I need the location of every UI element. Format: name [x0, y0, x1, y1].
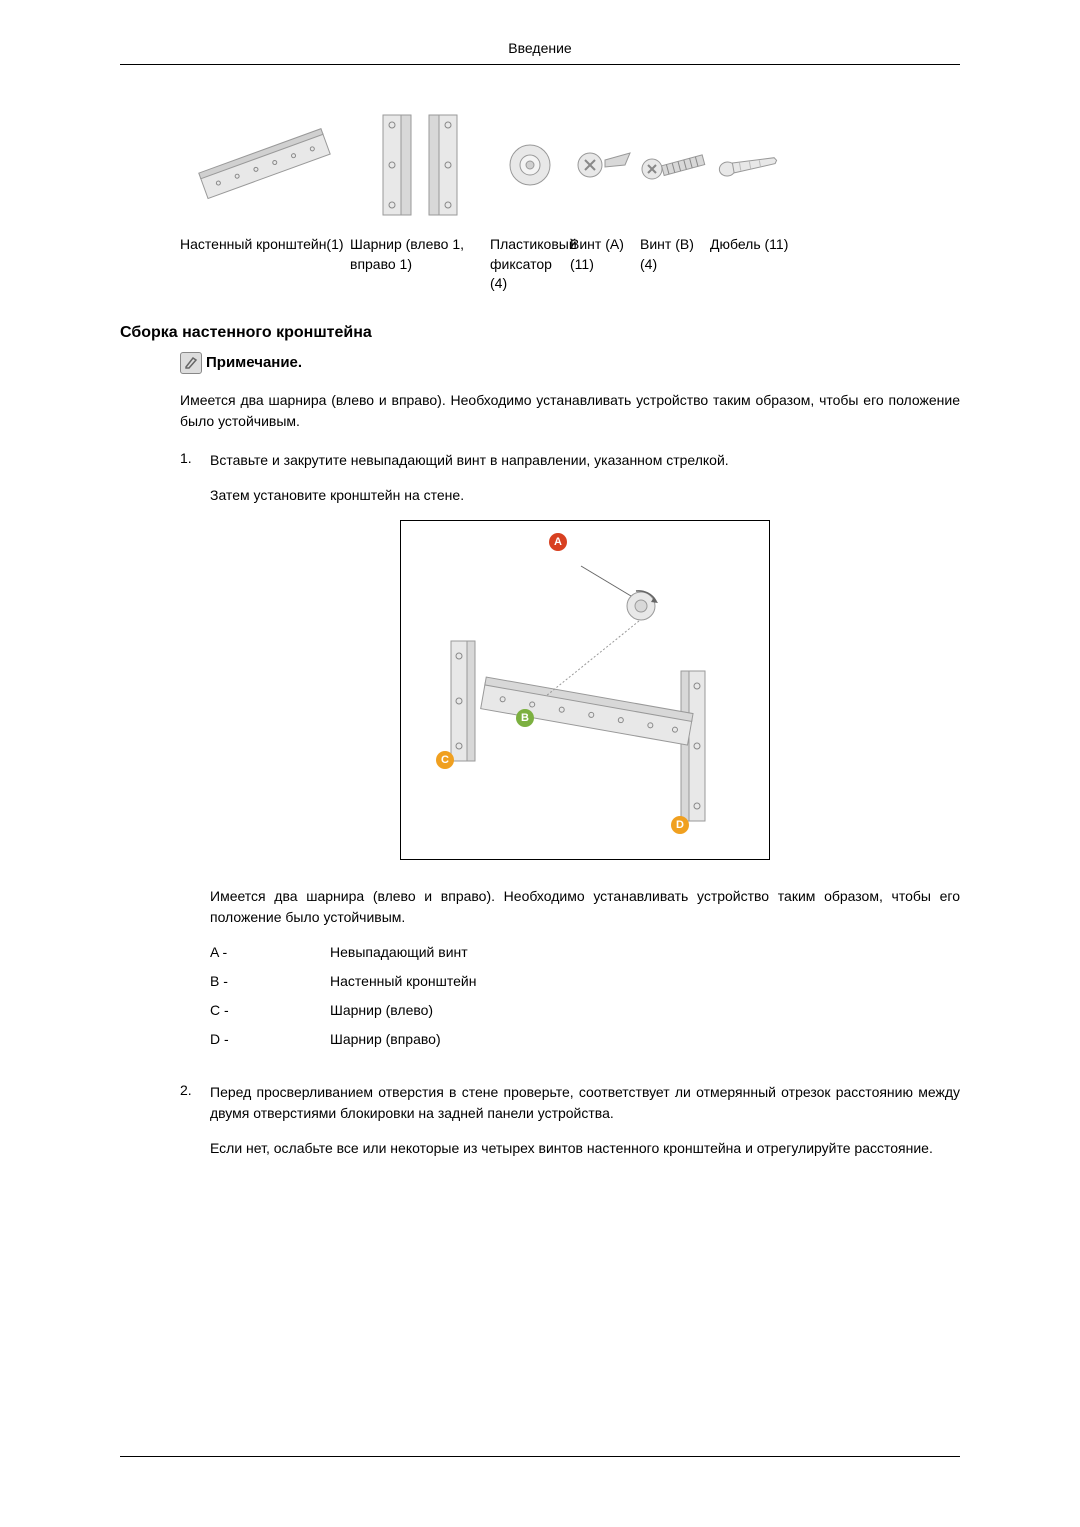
part-label: Шарнир (влево 1, вправо 1): [350, 235, 490, 274]
part-screw-b: Винт (B) (4): [640, 105, 710, 274]
step-2: 2. Перед просверливанием отверстия в сте…: [180, 1082, 960, 1173]
part-screw-a: Винт (A) (11): [570, 105, 640, 274]
part-wall-bracket: Настенный кронштейн(1): [180, 105, 350, 255]
legend-val-c: Шарнир (влево): [330, 1000, 960, 1021]
marker-d: D: [671, 816, 689, 834]
part-label: Пластиковый фиксатор (4): [490, 235, 570, 294]
anchor-icon: [710, 105, 790, 225]
legend-key-d: D -: [210, 1029, 330, 1050]
step-1: 1. Вставьте и закрутите невыпадающий вин…: [180, 450, 960, 1070]
step1-after: Имеется два шарнира (влево и вправо). Не…: [210, 886, 960, 928]
marker-a: A: [549, 533, 567, 551]
section-title: Сборка настенного кронштейна: [120, 324, 960, 342]
part-label: Дюбель (11): [710, 235, 790, 255]
step-content: Перед просверливанием отверстия в стене …: [210, 1082, 960, 1173]
assembly-diagram: A B C D: [210, 520, 960, 866]
part-label: Настенный кронштейн(1): [180, 235, 350, 255]
step-content: Вставьте и закрутите невыпадающий винт в…: [210, 450, 960, 1070]
hinge-icon: [350, 105, 490, 225]
legend-key-b: B -: [210, 971, 330, 992]
screw-a-icon: [570, 105, 640, 225]
diagram-box: A B C D: [400, 520, 770, 860]
step-number: 2.: [180, 1082, 210, 1173]
part-hinges: Шарнир (влево 1, вправо 1): [350, 105, 490, 274]
note-icon: [180, 352, 202, 374]
page-container: Введение Настенный к: [0, 0, 1080, 1225]
legend-key-a: A -: [210, 942, 330, 963]
part-anchor: Дюбель (11): [710, 105, 790, 255]
part-label: Винт (A) (11): [570, 235, 640, 274]
step-number: 1.: [180, 450, 210, 1070]
marker-b: B: [516, 709, 534, 727]
legend-row: D - Шарнир (вправо): [210, 1029, 960, 1050]
note-row: Примечание.: [180, 352, 960, 374]
bracket-icon: [180, 105, 350, 225]
page-header: Введение: [120, 40, 960, 65]
part-label: Винт (B) (4): [640, 235, 710, 274]
legend-row: A - Невыпадающий винт: [210, 942, 960, 963]
legend-val-b: Настенный кронштейн: [330, 971, 960, 992]
step1-line1: Вставьте и закрутите невыпадающий винт в…: [210, 450, 960, 471]
step2-p1: Перед просверливанием отверстия в стене …: [210, 1082, 960, 1124]
part-plastic-holder: Пластиковый фиксатор (4): [490, 105, 570, 294]
legend-val-d: Шарнир (вправо): [330, 1029, 960, 1050]
holder-icon: [490, 105, 570, 225]
legend-row: C - Шарнир (влево): [210, 1000, 960, 1021]
step1-line2: Затем установите кронштейн на стене.: [210, 485, 960, 506]
marker-c: C: [436, 751, 454, 769]
footer-divider: [120, 1456, 960, 1457]
legend-val-a: Невыпадающий винт: [330, 942, 960, 963]
intro-text: Имеется два шарнира (влево и вправо). Не…: [180, 390, 960, 432]
assembly-svg: [421, 541, 751, 841]
legend-row: B - Настенный кронштейн: [210, 971, 960, 992]
note-label: Примечание.: [206, 354, 302, 371]
step2-p2: Если нет, ослабьте все или некоторые из …: [210, 1138, 960, 1159]
header-title: Введение: [508, 40, 571, 56]
legend-key-c: C -: [210, 1000, 330, 1021]
screw-b-icon: [640, 105, 710, 225]
parts-row: Настенный кронштейн(1): [180, 105, 960, 294]
